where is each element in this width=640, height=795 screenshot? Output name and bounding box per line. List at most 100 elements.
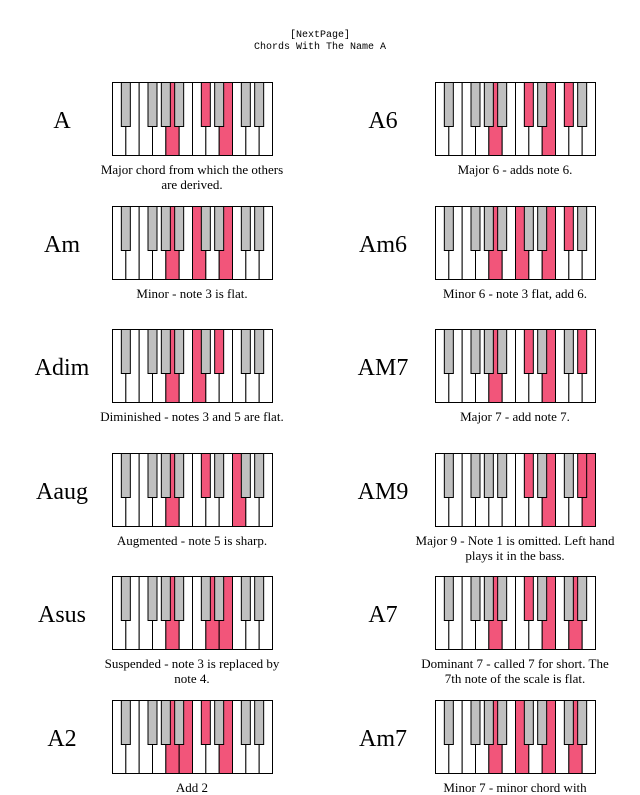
black-key xyxy=(523,205,534,251)
black-key xyxy=(240,205,251,251)
black-key xyxy=(160,699,171,745)
black-key xyxy=(483,452,494,498)
black-key xyxy=(443,576,454,621)
black-key xyxy=(174,576,185,621)
black-key xyxy=(563,699,574,745)
black-key xyxy=(254,576,265,621)
black-key xyxy=(174,452,185,498)
black-key xyxy=(537,452,548,498)
black-key xyxy=(563,576,574,621)
page-title: Chords With The Name A xyxy=(253,42,387,53)
black-key xyxy=(577,82,588,127)
keyboard-diagram xyxy=(435,576,597,650)
black-key xyxy=(483,205,494,251)
black-key xyxy=(160,452,171,498)
black-key xyxy=(160,82,171,127)
black-key xyxy=(443,452,454,498)
black-key xyxy=(523,329,534,374)
black-key xyxy=(577,576,588,621)
keyboard-diagram xyxy=(112,82,274,156)
black-key xyxy=(537,205,548,251)
black-key xyxy=(563,452,574,498)
chord-description: Major 9 - Note 1 is omitted. Left hand p… xyxy=(415,532,615,563)
black-key xyxy=(537,82,548,127)
black-key xyxy=(174,699,185,745)
black-key xyxy=(120,452,131,498)
chord-description: Diminished - notes 3 and 5 are flat. xyxy=(100,409,284,424)
black-key xyxy=(483,576,494,621)
keyboard-diagram xyxy=(435,329,597,403)
black-key xyxy=(254,82,265,127)
black-key xyxy=(174,329,185,374)
black-key xyxy=(470,329,481,374)
black-key xyxy=(240,452,251,498)
chord-name: A xyxy=(53,108,71,134)
chord-description: Major 7 - add note 7. xyxy=(460,409,570,424)
chord-description: Major 6 - adds note 6. xyxy=(457,162,573,177)
chord-description: Minor 7 - minor chord with xyxy=(443,779,587,795)
black-key xyxy=(214,82,225,127)
black-key xyxy=(497,576,508,621)
black-key xyxy=(470,205,481,251)
black-key xyxy=(497,205,508,251)
black-key xyxy=(443,82,454,127)
black-key xyxy=(470,82,481,127)
black-key xyxy=(200,82,211,127)
black-key xyxy=(523,576,534,621)
chord-name: Asus xyxy=(37,602,86,628)
header: [NextPage] Chords With The Name A xyxy=(0,30,640,54)
chord-description: Augmented - note 5 is sharp. xyxy=(116,532,268,548)
black-key xyxy=(497,82,508,127)
chord-name: A2 xyxy=(47,725,77,752)
black-key xyxy=(200,329,211,374)
chord-description: Add 2 xyxy=(175,779,209,795)
black-key xyxy=(160,576,171,621)
black-key xyxy=(200,576,211,621)
black-key xyxy=(147,699,158,745)
black-key xyxy=(523,452,534,498)
chord-name: Aaug xyxy=(36,478,88,505)
keyboard-diagram xyxy=(112,699,274,774)
black-key xyxy=(147,329,158,374)
black-key xyxy=(160,205,171,251)
black-key xyxy=(147,205,158,251)
black-key xyxy=(254,329,265,374)
black-key xyxy=(200,699,211,745)
black-key xyxy=(120,699,131,745)
black-key xyxy=(470,699,481,745)
keyboard-diagram xyxy=(112,329,274,403)
black-key xyxy=(214,205,225,251)
black-key xyxy=(470,452,481,498)
black-key xyxy=(147,452,158,498)
black-key xyxy=(577,329,588,374)
black-key xyxy=(537,699,548,745)
black-key xyxy=(563,205,574,251)
chord-description: Dominant 7 - called 7 for short. The 7th… xyxy=(421,656,609,686)
black-key xyxy=(443,205,454,251)
chord-description: Major chord from which the others are de… xyxy=(100,162,284,192)
black-key xyxy=(240,82,251,127)
keyboard-diagram xyxy=(112,576,274,650)
black-key xyxy=(563,82,574,127)
black-key xyxy=(240,576,251,621)
black-key xyxy=(200,452,211,498)
black-key xyxy=(147,576,158,621)
black-key xyxy=(497,699,508,745)
black-key xyxy=(577,205,588,251)
black-key xyxy=(577,699,588,745)
black-key xyxy=(174,205,185,251)
chord-name: AM7 xyxy=(357,355,409,381)
black-key xyxy=(497,452,508,498)
chord-name: AM9 xyxy=(357,478,409,505)
black-key xyxy=(147,82,158,127)
black-key xyxy=(214,329,225,374)
black-key xyxy=(537,576,548,621)
black-key xyxy=(214,576,225,621)
chord-name: Am6 xyxy=(359,231,407,258)
chord-name: Adim xyxy=(34,355,90,381)
next-page-link[interactable]: [NextPage] xyxy=(289,30,350,41)
black-key xyxy=(120,205,131,251)
black-key xyxy=(254,452,265,498)
black-key xyxy=(240,329,251,374)
